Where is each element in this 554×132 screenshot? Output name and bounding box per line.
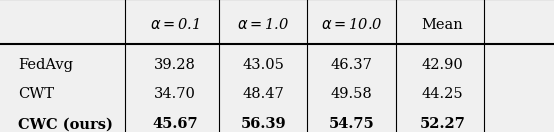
Text: $\alpha = $1.0: $\alpha = $1.0 (237, 17, 289, 32)
Text: 42.90: 42.90 (422, 58, 463, 72)
Text: 48.47: 48.47 (242, 87, 284, 101)
Text: CWT: CWT (18, 87, 54, 101)
Text: 54.75: 54.75 (329, 117, 375, 131)
Text: 56.39: 56.39 (240, 117, 286, 131)
Text: 49.58: 49.58 (331, 87, 372, 101)
Text: Mean: Mean (422, 18, 463, 32)
Text: 52.27: 52.27 (419, 117, 465, 131)
Text: 34.70: 34.70 (154, 87, 196, 101)
Text: CWC (ours): CWC (ours) (18, 117, 113, 131)
Text: 39.28: 39.28 (154, 58, 196, 72)
Text: $\alpha = $0.1: $\alpha = $0.1 (150, 17, 200, 32)
Text: $\alpha = $10.0: $\alpha = $10.0 (321, 17, 382, 32)
Text: 44.25: 44.25 (422, 87, 463, 101)
Text: 45.67: 45.67 (152, 117, 198, 131)
Text: 43.05: 43.05 (242, 58, 284, 72)
Text: FedAvg: FedAvg (18, 58, 73, 72)
Text: 46.37: 46.37 (331, 58, 372, 72)
